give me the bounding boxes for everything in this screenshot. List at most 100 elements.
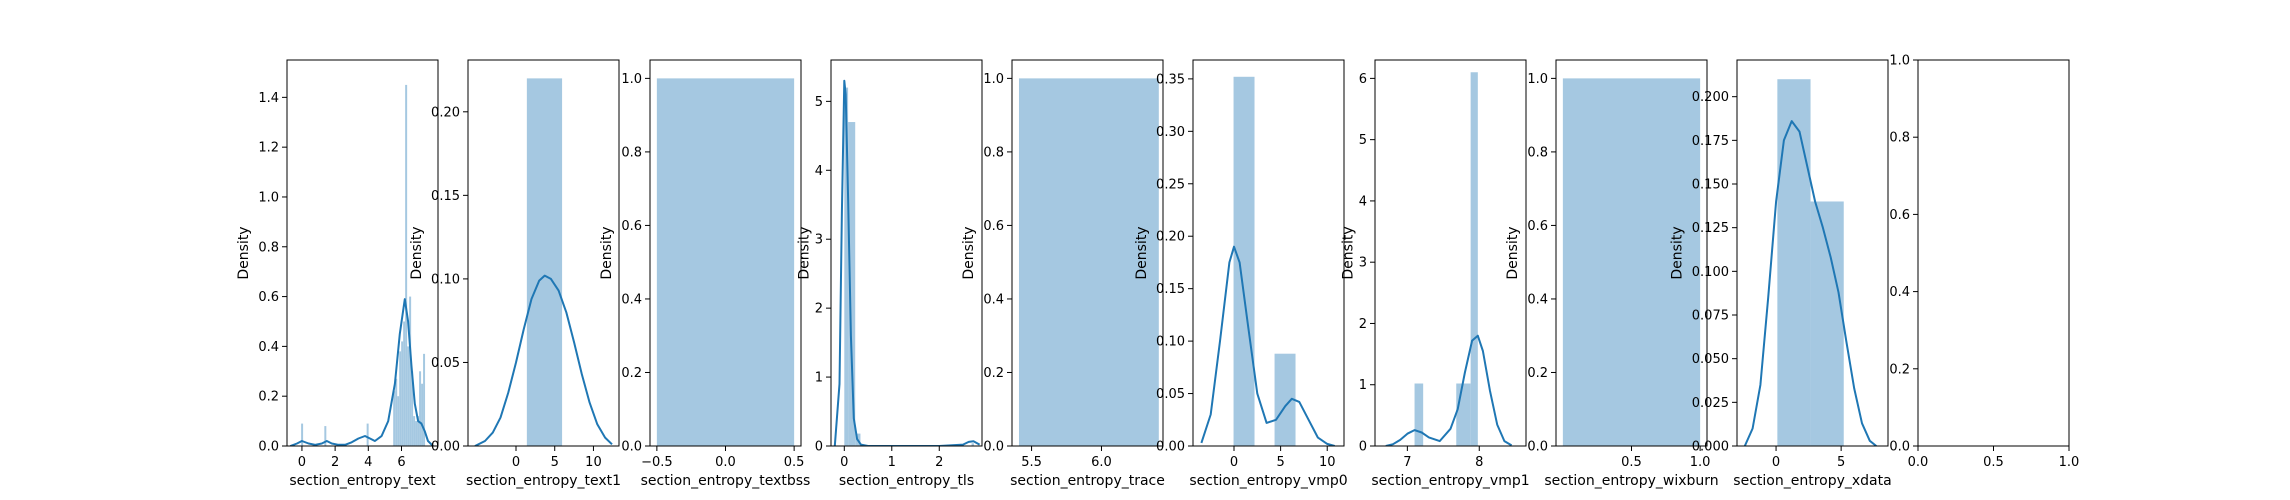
x-tick-label: 0 [512, 455, 520, 470]
y-tick-label: 0.075 [1692, 309, 1729, 324]
x-tick-label: 8 [1475, 455, 1483, 470]
plot-area [1743, 79, 1877, 446]
plot-area [289, 84, 434, 446]
y-tick-label: 0.8 [258, 240, 279, 255]
y-tick-label: 1.0 [621, 72, 642, 87]
kde-line [1200, 245, 1335, 446]
x-axis-label: section_entropy_xdata [1733, 473, 1891, 489]
y-tick-label: 0.150 [1692, 178, 1729, 193]
y-axis-label: Density [236, 226, 252, 279]
histogram-bar [419, 371, 422, 446]
axes-frame [1011, 59, 1164, 447]
y-tick-label: 0.6 [621, 219, 642, 234]
y-tick-label: 4 [815, 164, 823, 179]
x-tick-label: 7 [1403, 455, 1411, 470]
x-tick-label: 4 [364, 455, 372, 470]
y-tick-label: 0.000 [1692, 440, 1729, 455]
histogram-bar [413, 416, 416, 446]
y-tick-label: 0.4 [258, 340, 279, 355]
x-tick-label: 10 [585, 455, 602, 470]
y-tick-label: 0.15 [431, 189, 460, 204]
y-tick-label: 0.0 [621, 440, 642, 455]
x-axis-label: section_entropy_text [289, 473, 436, 489]
x-tick-label: 6.0 [1091, 455, 1112, 470]
histogram-bar [411, 371, 414, 446]
y-tick-label: 1.0 [1527, 72, 1548, 87]
histogram-bar [395, 378, 398, 446]
subplot-4: 0 1 2 0 1 2 3 4 5 section_entropy_tls Density [797, 59, 983, 489]
histogram-bar [526, 78, 563, 446]
y-tick-label: 0.8 [1889, 131, 1910, 146]
y-tick-label: 0.6 [983, 219, 1004, 234]
y-tick-label: 0.0 [258, 440, 279, 455]
x-axis-label: section_entropy_tls [839, 473, 974, 489]
y-axis-label: Density [1670, 226, 1686, 279]
subplot-10: 0.0 0.5 1.0 0.0 0.2 0.4 0.6 0.8 1.0 [1889, 54, 2079, 471]
subplot-8: 0.5 1.0 0.0 0.2 0.4 0.6 0.8 1.0 section_entropy_… [1505, 59, 1719, 489]
y-tick-label: 1 [815, 371, 823, 386]
kde-line [833, 79, 981, 446]
histogram-bar [971, 443, 974, 446]
histogram-bar [417, 416, 420, 446]
y-tick-label: 0.8 [621, 145, 642, 160]
histogram-bar [1233, 76, 1255, 446]
y-tick-label: 0.050 [1692, 352, 1729, 367]
y-tick-label: 0.20 [1156, 230, 1185, 245]
y-tick-label: 0.8 [983, 145, 1004, 160]
y-tick-label: 0 [815, 440, 823, 455]
y-tick-label: 0.6 [258, 290, 279, 305]
plot-area [1018, 78, 1159, 446]
histogram-bar [1777, 79, 1811, 446]
histogram-bar [844, 87, 849, 446]
y-tick-label: 0.6 [1889, 208, 1910, 223]
y-axis-label: Density [1134, 226, 1150, 279]
y-tick-label: 0.35 [1156, 72, 1185, 87]
x-tick-label: 5 [1276, 455, 1284, 470]
subplot-7: 7 8 0 1 2 3 4 5 6 section_entropy_vmp1 Density [1341, 59, 1530, 489]
histogram-bar [409, 296, 412, 446]
x-tick-label: −0.5 [641, 455, 673, 470]
plot-area [474, 78, 613, 446]
y-tick-label: 5 [815, 95, 823, 110]
histogram-bar [401, 341, 404, 446]
y-tick-label: 5 [1359, 133, 1367, 148]
y-tick-label: 6 [1359, 72, 1367, 87]
y-tick-label: 0.10 [431, 272, 460, 287]
y-tick-label: 0.25 [1156, 177, 1185, 192]
subplot-1: 0 2 4 6 0.0 0.2 0.4 0.6 0.8 1.0 1.2 1.4 section_entr… [236, 59, 439, 489]
histogram-bar [1470, 72, 1478, 446]
subplot-9: 0 5 0.000 0.025 0.050 0.075 0.100 0.125 0.150 0.1… [1670, 59, 1892, 489]
histogram-bar [407, 346, 410, 446]
subplot-grid: 0 2 4 6 0.0 0.2 0.4 0.6 0.8 1.0 1.2 1.4 section_entr… [236, 54, 2079, 490]
x-tick-label: 0.0 [1908, 455, 1929, 470]
y-tick-label: 0.2 [621, 366, 642, 381]
y-axis-label: Density [961, 226, 977, 279]
y-tick-label: 0.00 [1156, 440, 1185, 455]
y-tick-label: 0.6 [1527, 219, 1548, 234]
x-tick-label: 0 [1772, 455, 1780, 470]
histogram-bar [1018, 78, 1159, 446]
y-tick-label: 0.200 [1692, 90, 1729, 105]
histogram-bar [403, 321, 406, 446]
histogram-bar [1274, 353, 1296, 446]
y-axis-label: Density [409, 226, 425, 279]
y-tick-label: 2 [1359, 317, 1367, 332]
y-tick-label: 0.00 [431, 440, 460, 455]
y-tick-label: 0.0 [1527, 440, 1548, 455]
subplot-2: 0 5 10 0.00 0.05 0.10 0.15 0.20 section_entropy_… [409, 59, 621, 489]
plot-area [1562, 78, 1701, 446]
y-tick-label: 0.2 [258, 390, 279, 405]
y-tick-label: 0.4 [1889, 285, 1910, 300]
y-tick-label: 0.0 [983, 440, 1004, 455]
y-axis-label: Density [599, 226, 615, 279]
x-tick-label: 0.5 [784, 455, 805, 470]
y-tick-label: 4 [1359, 194, 1367, 209]
x-tick-label: 5.5 [1021, 455, 1042, 470]
plot-area [656, 78, 795, 446]
y-tick-label: 0.20 [431, 105, 460, 120]
y-tick-label: 0 [1359, 440, 1367, 455]
x-axis-label: section_entropy_text1 [466, 473, 621, 489]
x-tick-label: 0.5 [1983, 455, 2004, 470]
x-tick-label: 0 [298, 455, 306, 470]
axes-frame [467, 59, 620, 447]
